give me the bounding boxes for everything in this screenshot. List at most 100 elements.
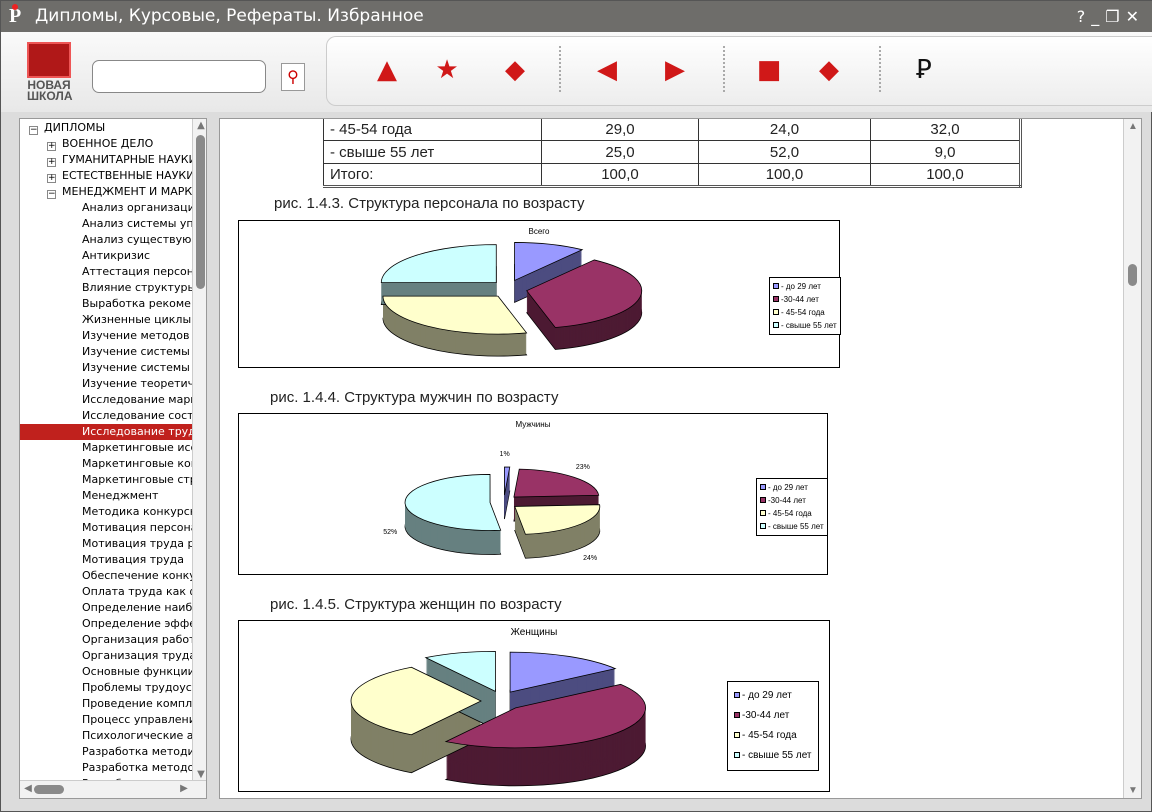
tree-item[interactable]: Выработка рекоменд	[20, 296, 192, 312]
legend-item: - до 29 лет	[760, 481, 824, 494]
tree-horizontal-scrollbar[interactable]: ◀ ▶	[20, 780, 206, 798]
tree-item[interactable]: Исследование маркет	[20, 392, 192, 408]
tree-item[interactable]: Маркетинговые иссле	[20, 440, 192, 456]
pie-slice	[382, 295, 528, 335]
restore-button[interactable]: ❐	[1105, 7, 1126, 26]
tree-item[interactable]: Проблемы трудоустро	[20, 680, 192, 696]
tree-view: − ДИПЛОМЫ + ВОЕННОЕ ДЕЛО + ГУМАНИТАРНЫЕ НАУКИ…	[20, 119, 192, 781]
tree-item[interactable]: Менеджмент	[20, 488, 192, 504]
tree-item[interactable]: Разработка методики	[20, 744, 192, 760]
legend-swatch	[760, 484, 766, 490]
scroll-up-icon[interactable]: ▲	[1128, 121, 1138, 132]
minimize-button[interactable]: _	[1091, 7, 1106, 26]
tree-item-label: Изучение системы Па	[82, 361, 192, 374]
legend-swatch	[773, 283, 779, 289]
expand-icon[interactable]: +	[47, 173, 56, 183]
tree-item[interactable]: Влияние структуры и	[20, 280, 192, 296]
favorites-star-button[interactable]: ★	[429, 50, 465, 90]
tree-item[interactable]: Оплата труда как фак	[20, 584, 192, 600]
tree-item[interactable]: Методика конкурсног	[20, 504, 192, 520]
tree-item[interactable]: Психологические асп	[20, 728, 192, 744]
feed-button[interactable]: ◆	[497, 50, 533, 90]
print-button[interactable]: ■	[751, 50, 787, 90]
tree-item[interactable]: Маркетинговые комм	[20, 456, 192, 472]
scroll-left-icon[interactable]: ◀	[24, 783, 32, 794]
tree-item[interactable]: Процесс управления	[20, 712, 192, 728]
tree-item[interactable]: Изучение теоретическ	[20, 376, 192, 392]
scroll-right-icon[interactable]: ▶	[180, 783, 188, 794]
forward-button[interactable]: ▶	[657, 50, 693, 90]
tree-item[interactable]: Изучение методов ана	[20, 328, 192, 344]
tree-item[interactable]: Анализ системы управ	[20, 216, 192, 232]
search-input[interactable]	[92, 60, 266, 93]
tree-item-label: Анализ существующей	[82, 233, 192, 246]
chart-title: Мужчины	[515, 420, 551, 429]
tree-node-root[interactable]: − ДИПЛОМЫ	[20, 120, 192, 136]
tree-item[interactable]: Мотивация персонала	[20, 520, 192, 536]
tree-item[interactable]: Маркетинговые страт	[20, 472, 192, 488]
tree-item[interactable]: Аттестация персонала	[20, 264, 192, 280]
scroll-down-icon[interactable]: ▼	[1128, 785, 1138, 796]
table-cell-value: 25,0	[541, 140, 699, 164]
tree-item[interactable]: Жизненные циклы тов	[20, 312, 192, 328]
tree-item[interactable]: Определение эффект	[20, 616, 192, 632]
tree-item[interactable]: Антикризис	[20, 248, 192, 264]
tree-item-label: Выработка рекоменд	[82, 297, 192, 310]
tree-vertical-scrollbar[interactable]: ▲ ▼	[192, 119, 206, 781]
tree-item[interactable]: Изучение системы орг	[20, 344, 192, 360]
table-row: Итого: 100,0 100,0 100,0	[323, 163, 1021, 187]
scroll-thumb[interactable]	[196, 135, 205, 289]
copy-button[interactable]: ◆	[811, 50, 847, 90]
tree-item-label: ГУМАНИТАРНЫЕ НАУКИ	[62, 153, 192, 166]
tree-node-group[interactable]: + ЕСТЕСТВЕННЫЕ НАУКИ	[20, 168, 192, 184]
app-logo-button[interactable]: Ꝑ	[906, 50, 942, 90]
back-button[interactable]: ◀	[589, 50, 625, 90]
scroll-thumb[interactable]	[34, 785, 64, 794]
legend-label: - 45-54 года	[781, 308, 825, 317]
tree-item[interactable]: Разработка методоло	[20, 760, 192, 776]
tree-item[interactable]: Определение наиболе	[20, 600, 192, 616]
collapse-icon[interactable]: −	[47, 189, 56, 199]
tree-item[interactable]: Анализ организации и	[20, 200, 192, 216]
tree-item[interactable]: Обеспечение конкуре	[20, 568, 192, 584]
tree-panel: − ДИПЛОМЫ + ВОЕННОЕ ДЕЛО + ГУМАНИТАРНЫЕ НАУКИ…	[19, 118, 207, 799]
tree-item[interactable]: Разработка положен	[20, 776, 192, 781]
title-bar: P Дипломы, Курсовые, Рефераты. Избранное…	[1, 1, 1152, 32]
data-label: 24%	[583, 554, 598, 562]
tree-item-label: Разработка положен	[82, 777, 192, 781]
scroll-thumb[interactable]	[1128, 264, 1137, 286]
tree-node-group[interactable]: + ГУМАНИТАРНЫЕ НАУКИ	[20, 152, 192, 168]
help-button[interactable]: ?	[1076, 7, 1092, 26]
collapse-icon[interactable]: −	[29, 125, 38, 135]
tree-item[interactable]: Организация работы	[20, 632, 192, 648]
tree-item-label: Проблемы трудоустро	[82, 681, 192, 694]
tree-item-label: МЕНЕДЖМЕНТ И МАРКЕТИНГ	[62, 185, 192, 198]
scroll-up-icon[interactable]: ▲	[197, 120, 205, 131]
search-button[interactable]: ⚲	[281, 63, 305, 91]
tree-item[interactable]: Изучение системы Па	[20, 360, 192, 376]
tree-item[interactable]: Организация труда пе	[20, 648, 192, 664]
copy-icon: ◆	[819, 55, 839, 85]
table-cell-label: - 45-54 года	[323, 119, 542, 141]
tree-item[interactable]: Мотивация труда	[20, 552, 192, 568]
tree-node-group[interactable]: + ВОЕННОЕ ДЕЛО	[20, 136, 192, 152]
tree-item[interactable]: Исследование состоя	[20, 408, 192, 424]
close-button[interactable]: ✕	[1125, 7, 1145, 26]
document-a-button[interactable]: ▲	[369, 50, 405, 90]
tree-item-label: Мотивация персонала	[82, 521, 192, 534]
tree-item-label: Аттестация персонала	[82, 265, 192, 278]
chart-legend: - до 29 лет -30-44 лет - 45-54 года - свыше…	[727, 681, 819, 771]
expand-icon[interactable]: +	[47, 157, 56, 167]
tree-item[interactable]: Исследование трудов	[20, 424, 192, 440]
pie-chart-men: Мужчины 1% 23% 24% 52% - до 29 лет -30-44 лет -…	[238, 413, 828, 575]
table-cell-value: 29,0	[541, 119, 699, 141]
tree-item[interactable]: Проведение комплекс	[20, 696, 192, 712]
expand-icon[interactable]: +	[47, 141, 56, 151]
tree-node-group[interactable]: −МЕНЕДЖМЕНТ И МАРКЕТИНГ	[20, 184, 192, 200]
tree-item[interactable]: Мотивация труда руко	[20, 536, 192, 552]
tree-item-label: Разработка методоло	[82, 761, 192, 774]
scroll-down-icon[interactable]: ▼	[197, 769, 205, 780]
tree-item[interactable]: Основные функции м	[20, 664, 192, 680]
tree-item[interactable]: Анализ существующей	[20, 232, 192, 248]
document-vertical-scrollbar[interactable]: ▲ ▼	[1123, 119, 1141, 798]
